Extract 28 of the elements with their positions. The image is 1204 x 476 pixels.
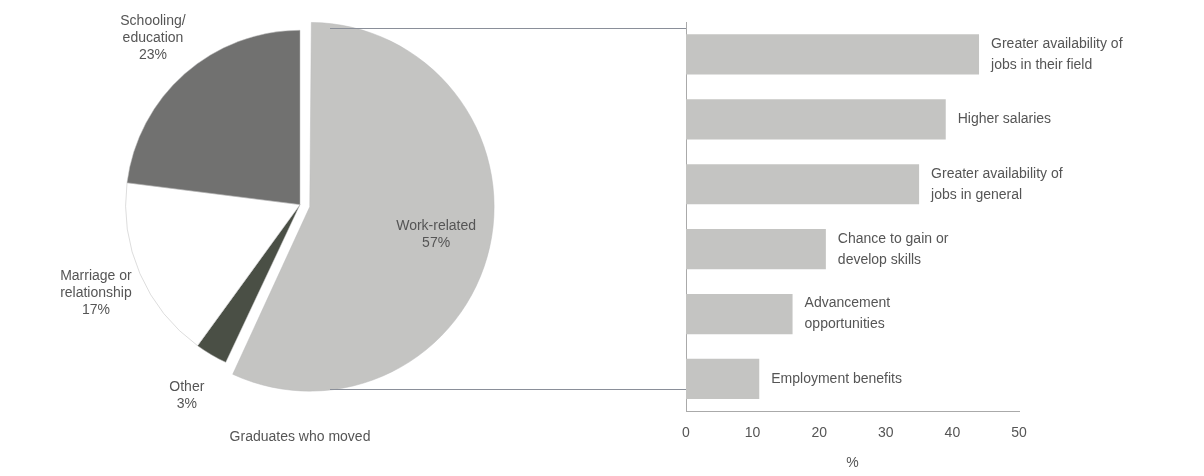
bar xyxy=(686,164,920,205)
x-tick-label: 40 xyxy=(944,423,961,440)
x-tick-label: 50 xyxy=(1011,423,1027,440)
bar xyxy=(686,99,946,140)
y-tick-label: Greater availability of jobs in general xyxy=(930,164,1063,202)
data-label: 57% xyxy=(422,234,451,251)
y-tick-label: Greater availability of jobs in their field xyxy=(990,34,1123,72)
bar xyxy=(686,358,760,400)
x-axis-title: % xyxy=(846,454,859,471)
bar xyxy=(686,34,980,75)
x-tick-label: 30 xyxy=(878,423,894,440)
data-label: 17% xyxy=(81,300,110,317)
y-tick-label: Advancement opportunities xyxy=(804,294,891,332)
bar xyxy=(686,229,826,270)
x-tick-label: 10 xyxy=(744,423,761,440)
data-label: 3% xyxy=(176,395,197,412)
slice-label: Schooling/ education xyxy=(120,11,186,45)
text: Graduates who moved xyxy=(229,428,371,445)
bar xyxy=(686,293,793,335)
data-label: 23% xyxy=(138,45,167,62)
x-tick-label: 20 xyxy=(811,423,828,440)
x-tick-label: 0 xyxy=(682,423,691,440)
slice-label: Marriage or relationship xyxy=(60,266,133,300)
slice-label: Work-related xyxy=(396,217,477,234)
y-tick-label: Employment benefits xyxy=(771,369,902,386)
y-tick-label: Higher salaries xyxy=(957,110,1052,127)
slice-label: Other xyxy=(169,378,205,395)
y-tick-label: Chance to gain or develop skills xyxy=(837,229,949,267)
